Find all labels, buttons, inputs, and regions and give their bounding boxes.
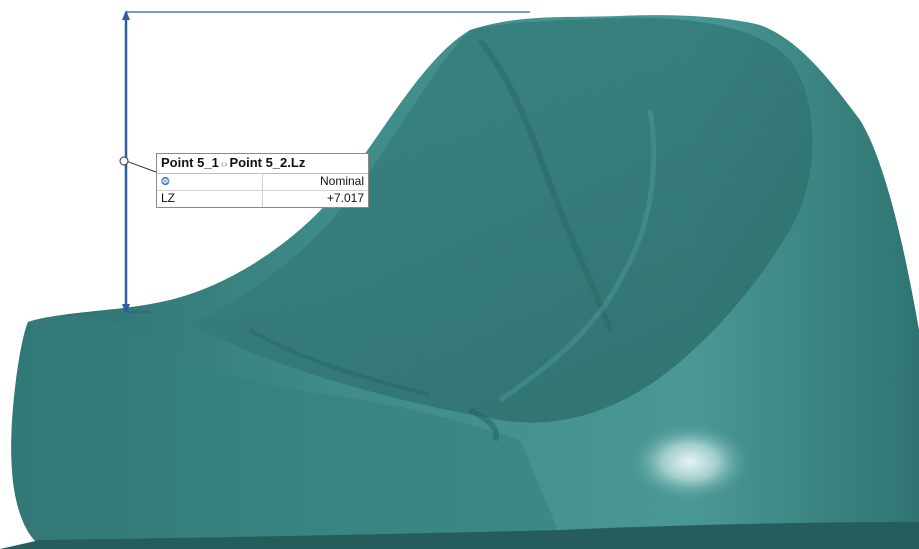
measurement-title: Point 5_1 ‹› Point 5_2.Lz [157,154,368,174]
title-start: Point 5_1 [161,155,219,170]
nominal-icon: ⨷ [161,176,170,188]
label-value-row: LZ +7.017 [157,191,368,207]
row-label: LZ [157,191,263,207]
header-value: Nominal [319,174,364,188]
label-header-row: ⨷ Nominal [157,174,368,191]
title-end: Point 5_2.Lz [229,155,306,170]
row-value: +7.017 [326,191,364,205]
dimension-line[interactable] [119,10,530,314]
header-icon-cell: ⨷ [157,174,263,190]
measurement-label[interactable]: Point 5_1 ‹› Point 5_2.Lz ⨷ Nominal LZ +7.… [156,153,369,208]
title-separator: ‹› [220,159,228,170]
